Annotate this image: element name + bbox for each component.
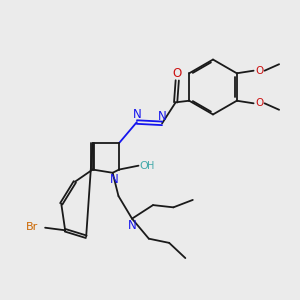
Text: O: O bbox=[172, 68, 182, 80]
Text: N: N bbox=[110, 173, 118, 186]
Text: N: N bbox=[133, 108, 141, 122]
Text: O: O bbox=[255, 66, 263, 76]
Text: N: N bbox=[158, 110, 167, 123]
Text: Br: Br bbox=[26, 222, 38, 232]
Text: O: O bbox=[140, 161, 148, 171]
Text: O: O bbox=[255, 98, 263, 108]
Text: N: N bbox=[128, 219, 136, 232]
Text: H: H bbox=[147, 161, 154, 171]
